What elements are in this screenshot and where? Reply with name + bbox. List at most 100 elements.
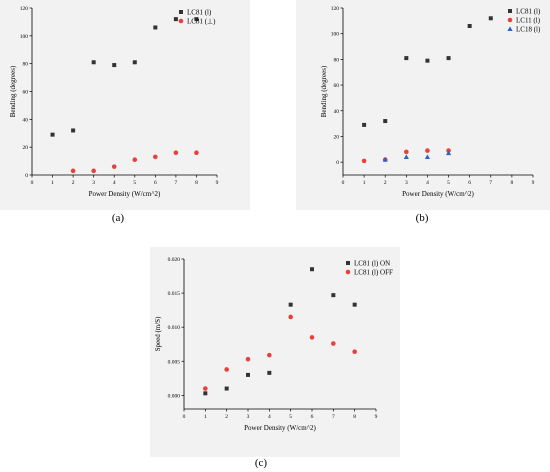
legend-marker (178, 18, 184, 24)
legend-marker (508, 9, 512, 13)
legend-label: LC81 (l) OFF (354, 269, 393, 277)
data-point (245, 356, 251, 362)
data-point (246, 372, 250, 377)
data-point (467, 23, 472, 28)
data-point (173, 17, 178, 22)
legend-marker (345, 269, 351, 275)
x-axis-title: Power Density (W/cm^2) (402, 190, 474, 198)
y-tick-label: 0.010 (168, 325, 181, 331)
panel-label-c: (c) (254, 457, 268, 469)
x-tick-label: 3 (247, 414, 250, 420)
data-point (153, 154, 158, 160)
x-tick-label: 9 (532, 180, 535, 186)
data-point (267, 370, 272, 375)
x-tick-label: 8 (511, 180, 514, 186)
data-point (112, 63, 117, 68)
data-point (173, 150, 179, 156)
y-tick-label: 100 (331, 32, 340, 38)
data-point (331, 293, 336, 298)
x-tick-label: 1 (363, 180, 366, 186)
data-point (70, 168, 76, 174)
data-point (194, 150, 199, 156)
data-point (309, 335, 315, 340)
chart-panel-b: 0 1 2 3 4 5 6 7 8 9 0 20 40 60 80 100 120 Power Density (… (296, 0, 550, 225)
data-point (111, 164, 117, 169)
data-point (203, 386, 208, 391)
y-tick-label: 0.020 (168, 257, 181, 263)
data-point (194, 17, 199, 22)
y-tick-label: 80 (23, 62, 29, 68)
data-point (424, 154, 431, 160)
y-tick-label: 0 (336, 160, 339, 166)
y-tick-label: 80 (334, 57, 340, 63)
x-tick-label: 9 (216, 180, 219, 186)
legend-marker (507, 17, 513, 23)
y-axis-title: Bending (degrees) (9, 65, 17, 117)
data-point (382, 156, 388, 162)
data-point (224, 367, 229, 372)
data-point (362, 122, 367, 127)
x-tick-label: 3 (92, 180, 95, 186)
y-tick-label: 0 (25, 173, 28, 179)
data-point (488, 16, 493, 21)
x-tick-label: 9 (375, 414, 378, 420)
chart-background (150, 247, 400, 457)
data-point (404, 149, 409, 155)
x-tick-label: 4 (268, 414, 271, 420)
data-point (331, 341, 336, 346)
data-point (361, 158, 367, 164)
x-tick-label: 8 (353, 414, 356, 420)
x-tick-label: 2 (72, 180, 75, 186)
x-tick-label: 1 (204, 414, 207, 420)
data-point (404, 56, 409, 61)
y-tick-label: 60 (23, 90, 29, 96)
x-tick-label: 5 (133, 180, 136, 186)
data-point (132, 157, 138, 162)
legend-marker (507, 26, 513, 31)
legend-label: LC81 (l) (516, 8, 541, 16)
x-tick-label: 6 (311, 414, 314, 420)
data-point (352, 349, 357, 355)
x-tick-label: 7 (175, 180, 178, 186)
x-tick-label: 7 (489, 180, 492, 186)
data-point (153, 25, 158, 30)
legend-label: LC81 (l) (187, 9, 212, 17)
y-tick-label: 20 (23, 145, 29, 151)
legend-marker (179, 10, 183, 14)
chart-panel-a: 0 1 2 3 4 5 6 7 8 9 0 20 40 60 80 100 120 Power Density (… (0, 0, 250, 225)
legend-label: LC81 (⊥) (187, 18, 216, 26)
x-tick-label: 4 (113, 180, 116, 186)
y-axis-title: Bending (degrees) (320, 65, 328, 117)
chart-b-svg: 0 1 2 3 4 5 6 7 8 9 0 20 40 60 80 100 120 Power Density (… (320, 6, 541, 198)
x-tick-label: 0 (342, 180, 345, 186)
data-point (50, 132, 55, 137)
data-point (446, 56, 451, 61)
x-tick-label: 4 (426, 180, 429, 186)
y-tick-label: 100 (20, 34, 29, 40)
chart-panel-c: 0 1 2 3 4 5 6 7 8 9 0.000 0.005 0.010 0.015 0.020 Power… (150, 247, 400, 472)
data-point (288, 302, 293, 307)
x-tick-label: 3 (405, 180, 408, 186)
x-tick-label: 6 (154, 180, 157, 186)
y-tick-label: 20 (334, 134, 340, 140)
y-tick-label: 0.015 (168, 291, 181, 297)
y-tick-label: 120 (20, 6, 29, 12)
chart-a-svg: 0 1 2 3 4 5 6 7 8 9 0 20 40 60 80 100 120 Power Density (… (9, 6, 219, 198)
y-axis-title: Speed (m/S) (154, 316, 162, 351)
data-point (91, 60, 96, 65)
panel-label-b: (b) (415, 212, 429, 224)
data-point (267, 352, 272, 358)
data-point (288, 314, 293, 320)
legend-label: LC18 (l) (516, 26, 541, 34)
x-tick-label: 5 (447, 180, 450, 186)
data-point (310, 267, 314, 272)
x-tick-label: 0 (31, 180, 34, 186)
data-point (383, 119, 388, 124)
panel-label-a: (a) (111, 212, 125, 224)
x-tick-label: 8 (195, 180, 198, 186)
y-tick-label: 40 (334, 109, 340, 115)
legend-label: LC81 (l) ON (354, 260, 390, 268)
data-point (71, 128, 76, 133)
y-tick-label: 40 (23, 117, 29, 123)
x-tick-label: 7 (332, 414, 335, 420)
